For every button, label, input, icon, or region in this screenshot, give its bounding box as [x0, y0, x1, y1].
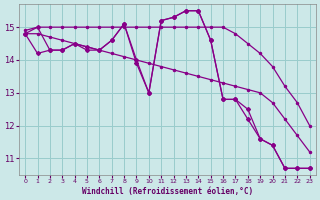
X-axis label: Windchill (Refroidissement éolien,°C): Windchill (Refroidissement éolien,°C)	[82, 187, 253, 196]
